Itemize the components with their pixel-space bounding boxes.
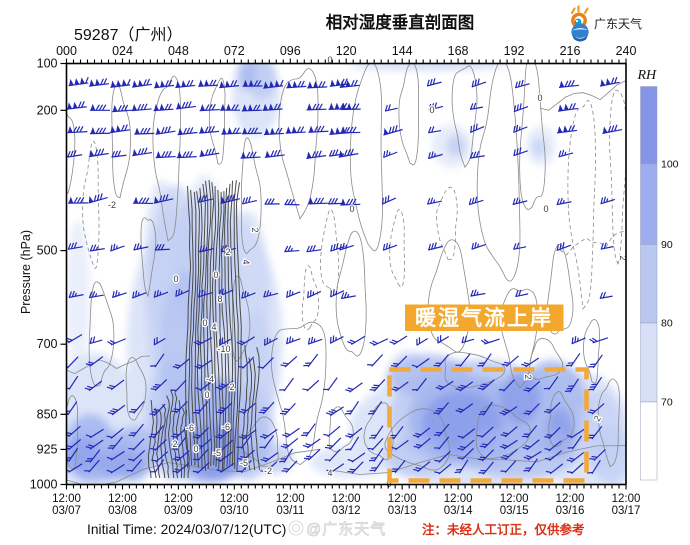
svg-text:-5: -5 bbox=[240, 458, 248, 468]
svg-text:2: 2 bbox=[250, 227, 260, 232]
svg-text:0: 0 bbox=[543, 204, 548, 214]
svg-text:03/09: 03/09 bbox=[164, 505, 193, 517]
svg-text:-2: -2 bbox=[108, 200, 116, 210]
svg-text:4: 4 bbox=[211, 322, 216, 332]
svg-text:-4: -4 bbox=[206, 374, 214, 384]
svg-text:000: 000 bbox=[56, 44, 77, 58]
svg-text:0: 0 bbox=[327, 55, 332, 65]
svg-text:144: 144 bbox=[392, 44, 413, 58]
svg-text:12:00: 12:00 bbox=[276, 493, 305, 505]
svg-text:024: 024 bbox=[112, 44, 133, 58]
svg-text:暖湿气流上岸: 暖湿气流上岸 bbox=[415, 306, 553, 330]
svg-text:2: 2 bbox=[592, 414, 603, 423]
svg-text:2: 2 bbox=[523, 374, 533, 379]
svg-text:12:00: 12:00 bbox=[52, 493, 81, 505]
svg-text:2: 2 bbox=[229, 382, 234, 392]
svg-text:2: 2 bbox=[618, 255, 628, 260]
svg-text:100: 100 bbox=[661, 159, 679, 171]
svg-text:200: 200 bbox=[37, 103, 58, 117]
svg-text:Initial Time: 2024/03/07/12(UT: Initial Time: 2024/03/07/12(UTC) bbox=[87, 522, 286, 537]
svg-text:0: 0 bbox=[193, 444, 198, 454]
svg-text:500: 500 bbox=[37, 244, 58, 258]
svg-text:Pressure (hPa): Pressure (hPa) bbox=[19, 230, 33, 314]
svg-text:2: 2 bbox=[172, 439, 177, 449]
svg-text:168: 168 bbox=[448, 44, 469, 58]
svg-text:216: 216 bbox=[560, 44, 581, 58]
svg-text:03/12: 03/12 bbox=[332, 505, 361, 517]
svg-text:700: 700 bbox=[37, 337, 58, 351]
svg-text:1000: 1000 bbox=[30, 478, 58, 492]
svg-text:03/13: 03/13 bbox=[388, 505, 417, 517]
svg-text:12:00: 12:00 bbox=[500, 493, 529, 505]
svg-text:59287（广州）: 59287（广州） bbox=[74, 26, 183, 44]
svg-text:850: 850 bbox=[37, 407, 58, 421]
svg-text:-6: -6 bbox=[186, 423, 194, 433]
svg-text:0: 0 bbox=[204, 390, 209, 400]
svg-text:072: 072 bbox=[224, 44, 245, 58]
svg-text:0: 0 bbox=[213, 270, 218, 280]
svg-text:0: 0 bbox=[429, 105, 434, 115]
svg-text:2: 2 bbox=[225, 247, 230, 257]
svg-text:12:00: 12:00 bbox=[444, 493, 473, 505]
svg-text:RH: RH bbox=[637, 68, 658, 83]
svg-text:4: 4 bbox=[327, 468, 332, 478]
svg-text:192: 192 bbox=[504, 44, 525, 58]
svg-text:120: 120 bbox=[336, 44, 357, 58]
svg-text:03/17: 03/17 bbox=[612, 505, 641, 517]
svg-text:0: 0 bbox=[202, 318, 207, 328]
svg-text:048: 048 bbox=[168, 44, 189, 58]
svg-text:-2: -2 bbox=[264, 466, 272, 476]
svg-text:925: 925 bbox=[37, 442, 58, 456]
svg-text:12:00: 12:00 bbox=[220, 493, 249, 505]
svg-text:0: 0 bbox=[537, 93, 542, 103]
svg-text:8: 8 bbox=[217, 294, 222, 304]
svg-text:70: 70 bbox=[661, 397, 673, 409]
svg-text:03/11: 03/11 bbox=[276, 505, 304, 517]
svg-text:相对湿度垂直剖面图: 相对湿度垂直剖面图 bbox=[326, 12, 475, 32]
svg-text:100: 100 bbox=[37, 57, 58, 71]
svg-text:03/15: 03/15 bbox=[500, 505, 529, 517]
svg-text:@广东天气: @广东天气 bbox=[306, 521, 386, 538]
svg-text:广东天气: 广东天气 bbox=[594, 16, 642, 31]
svg-text:0: 0 bbox=[173, 274, 178, 284]
svg-text:80: 80 bbox=[661, 318, 673, 330]
svg-text:12:00: 12:00 bbox=[164, 493, 193, 505]
svg-text:03/10: 03/10 bbox=[220, 505, 249, 517]
svg-text:-10: -10 bbox=[217, 344, 230, 354]
svg-text:12:00: 12:00 bbox=[332, 493, 361, 505]
svg-text:90: 90 bbox=[661, 239, 673, 251]
svg-text:-5: -5 bbox=[213, 448, 221, 458]
svg-text:03/14: 03/14 bbox=[444, 505, 473, 517]
svg-text:12:00: 12:00 bbox=[612, 493, 641, 505]
svg-text:0: 0 bbox=[349, 204, 354, 214]
svg-text:-6: -6 bbox=[222, 422, 230, 432]
svg-text:240: 240 bbox=[616, 44, 637, 58]
svg-text:12:00: 12:00 bbox=[388, 493, 417, 505]
svg-text:03/07: 03/07 bbox=[52, 505, 81, 517]
svg-text:12:00: 12:00 bbox=[556, 493, 585, 505]
svg-text:注：未经人工订正，仅供参考: 注：未经人工订正，仅供参考 bbox=[422, 522, 585, 537]
svg-text:096: 096 bbox=[280, 44, 301, 58]
svg-text:4: 4 bbox=[241, 259, 251, 264]
svg-text:03/08: 03/08 bbox=[108, 505, 137, 517]
svg-text:12:00: 12:00 bbox=[108, 493, 137, 505]
svg-text:03/16: 03/16 bbox=[556, 505, 585, 517]
